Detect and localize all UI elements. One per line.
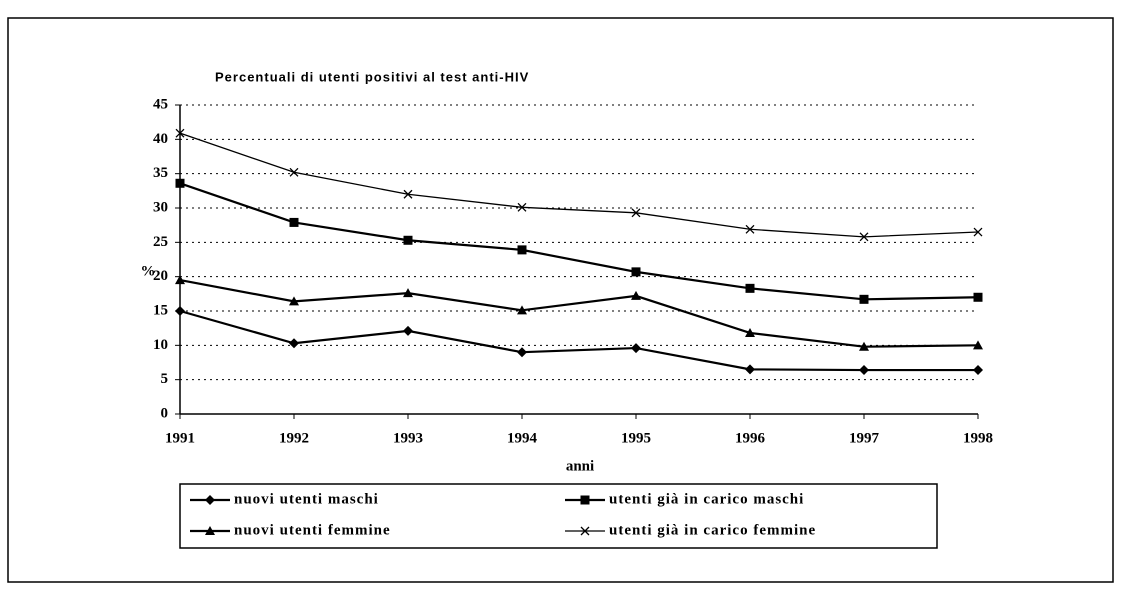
- marker: [175, 128, 185, 138]
- marker: [745, 364, 755, 375]
- marker: [631, 208, 641, 218]
- y-tick-label: 40: [153, 131, 168, 147]
- marker: [403, 288, 413, 298]
- marker: [175, 275, 185, 285]
- y-tick-label: 15: [153, 302, 168, 318]
- x-tick-label: 1998: [963, 430, 993, 446]
- marker: [289, 217, 299, 227]
- y-tick-label: 25: [153, 234, 168, 250]
- marker: [403, 325, 413, 336]
- series-line: [179, 182, 979, 301]
- legend-marker: [205, 526, 215, 535]
- marker: [289, 338, 299, 349]
- series-line: [179, 279, 979, 348]
- legend-marker: [205, 495, 215, 505]
- y-tick-label: 20: [153, 268, 168, 284]
- x-tick-label: 1996: [735, 430, 766, 446]
- legend-marker: [580, 495, 590, 505]
- marker: [403, 189, 413, 199]
- marker: [175, 178, 185, 188]
- marker: [289, 296, 299, 306]
- legend-label: utenti già in carico femmine: [609, 522, 816, 538]
- marker: [859, 232, 869, 242]
- x-tick-label: 1994: [507, 430, 538, 446]
- y-tick-label: 45: [153, 96, 168, 112]
- marker: [517, 347, 527, 358]
- marker: [289, 167, 299, 177]
- series-line: [179, 132, 979, 238]
- x-axis-label: anni: [566, 458, 594, 474]
- legend-label: nuovi utenti femmine: [234, 522, 391, 538]
- legend-marker: [580, 526, 590, 536]
- legend-label: utenti già in carico maschi: [609, 491, 804, 507]
- y-tick-label: 10: [153, 337, 168, 353]
- x-tick-label: 1991: [165, 430, 195, 446]
- marker: [745, 224, 755, 234]
- y-tick-label: 0: [161, 405, 169, 421]
- x-tick-label: 1997: [849, 430, 880, 446]
- marker: [175, 306, 185, 316]
- marker: [973, 340, 983, 350]
- x-tick-label: 1992: [279, 430, 309, 446]
- marker: [631, 343, 641, 354]
- marker: [631, 267, 641, 277]
- legend-label: nuovi utenti maschi: [234, 491, 379, 507]
- marker: [403, 235, 413, 245]
- marker: [745, 327, 755, 337]
- marker: [973, 227, 983, 237]
- marker: [745, 283, 755, 293]
- y-tick-label: 30: [153, 199, 168, 215]
- marker: [859, 294, 869, 304]
- frame: [7, 17, 1114, 583]
- marker: [859, 365, 869, 376]
- x-tick-label: 1995: [621, 430, 651, 446]
- marker: [973, 365, 983, 376]
- y-tick-label: 5: [161, 371, 169, 387]
- y-tick-label: 35: [153, 165, 168, 181]
- marker: [859, 341, 869, 351]
- marker: [517, 305, 527, 315]
- marker: [973, 292, 983, 302]
- series-line: [179, 309, 978, 372]
- legend: [179, 483, 938, 549]
- x-tick-label: 1993: [393, 430, 423, 446]
- y-axis-label: %: [141, 263, 156, 279]
- marker: [517, 202, 527, 212]
- marker: [517, 245, 527, 255]
- chart-title: Percentuali di utenti positivi al test a…: [215, 69, 529, 84]
- marker: [631, 290, 641, 300]
